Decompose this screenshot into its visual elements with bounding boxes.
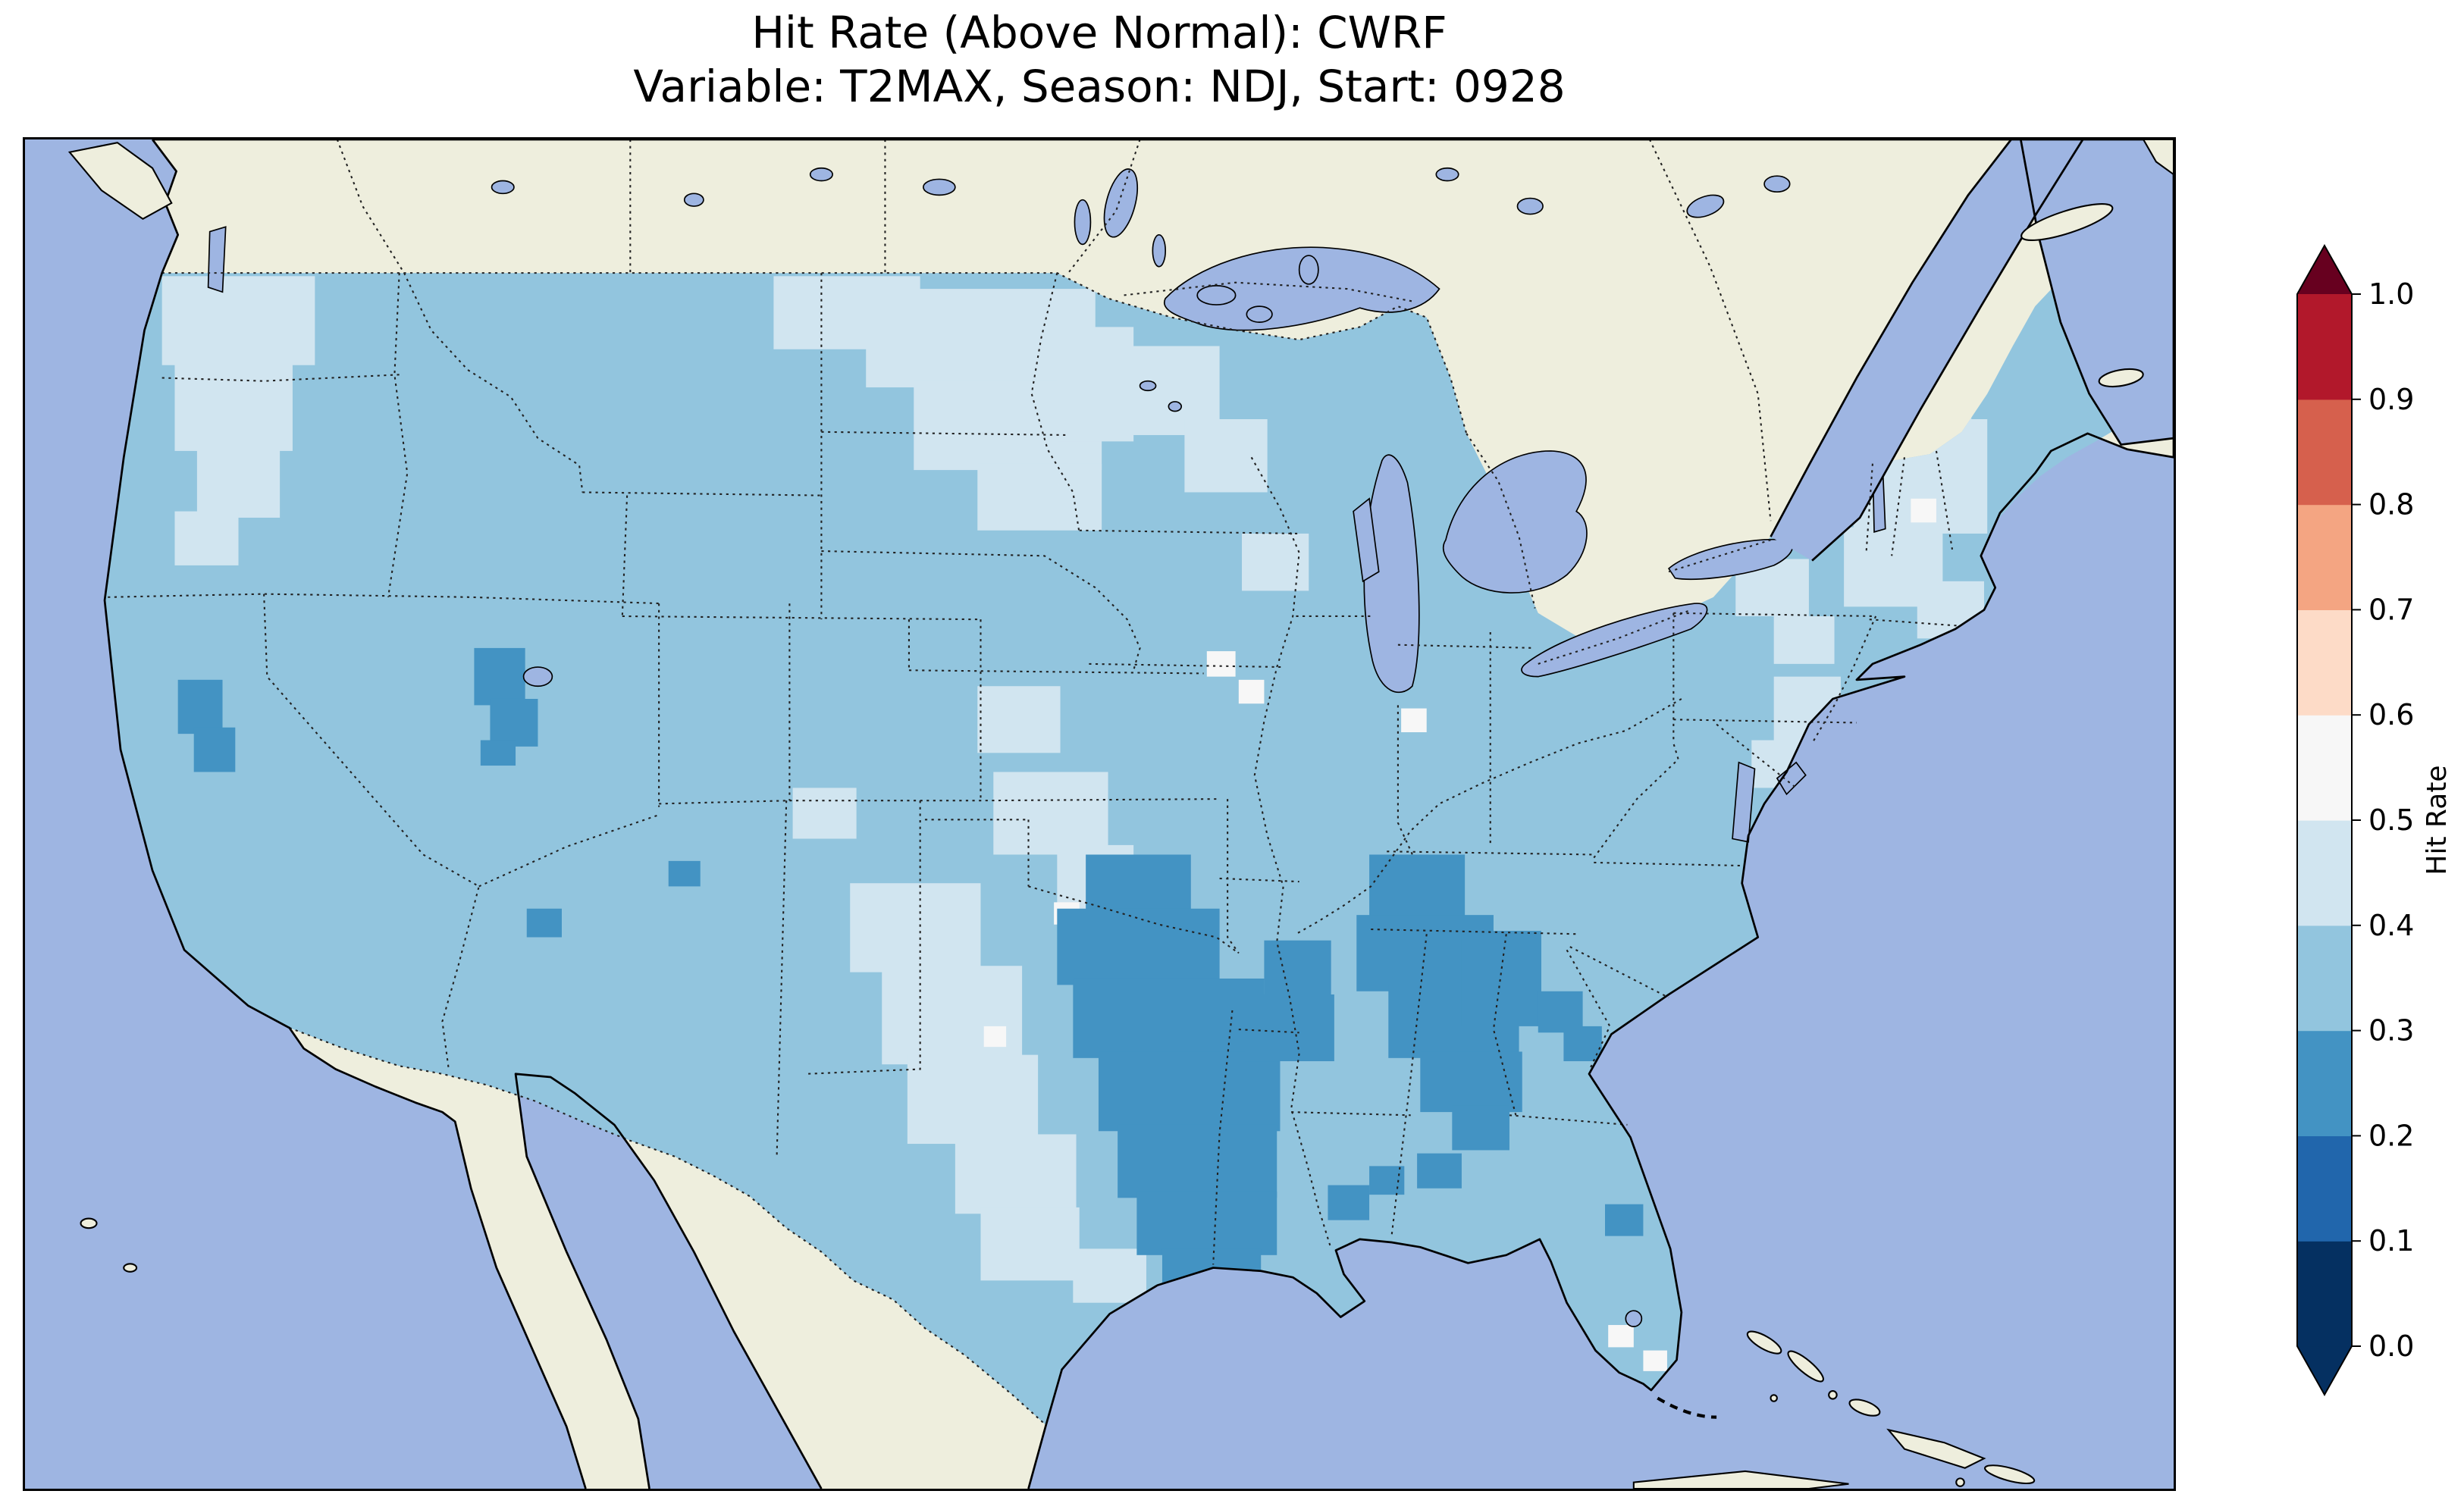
canada-province-borders bbox=[336, 139, 1772, 521]
us-map bbox=[25, 139, 2174, 1489]
lake-ontario bbox=[1667, 538, 1793, 581]
bahamas-island-4 bbox=[1984, 1464, 2036, 1485]
delaware-bay bbox=[1776, 761, 1807, 796]
us-canada-border bbox=[161, 272, 1771, 665]
baja-island-2 bbox=[123, 1263, 138, 1273]
bahamas-island-3 bbox=[1848, 1398, 1881, 1417]
colorbar-segment bbox=[2297, 399, 2352, 506]
great-salt-lake bbox=[522, 666, 553, 687]
colorbar-segment bbox=[2297, 1030, 2352, 1136]
colorbar: 0.0 0.1 0.2 0.3 0.4 0.5 0.6 0.7 0.8 0.9 1.0 Hit Rat… bbox=[2296, 244, 2453, 1396]
colorbar-tick-label: 1.0 bbox=[2368, 277, 2414, 311]
st-lawrence-coast bbox=[1770, 139, 2174, 562]
lake-huron bbox=[1442, 450, 1588, 594]
colorbar-axis-label: Hit Rate bbox=[2422, 765, 2453, 875]
islands bbox=[67, 139, 2174, 1489]
bahamas-island-2 bbox=[1787, 1350, 1824, 1383]
florida-keys bbox=[1657, 1396, 1717, 1419]
green-bay bbox=[1353, 497, 1380, 583]
figure-title: Hit Rate (Above Normal): CWRF Variable: … bbox=[23, 6, 2176, 114]
st-lawrence-river bbox=[1770, 139, 2083, 561]
puget-sound bbox=[207, 226, 227, 293]
newfoundland-corner bbox=[2142, 139, 2174, 176]
colorbar-tick-label: 0.9 bbox=[2368, 383, 2414, 416]
hit-rate-cells-02-03 bbox=[177, 647, 1644, 1287]
colorbar-tick-label: 0.1 bbox=[2368, 1224, 2414, 1258]
colorbar-tick-label: 0.3 bbox=[2368, 1014, 2414, 1048]
lake-superior bbox=[1163, 246, 1440, 331]
colorbar-tick-label: 0.4 bbox=[2368, 909, 2414, 942]
colorbar-segment bbox=[2297, 820, 2352, 926]
map-panel bbox=[23, 137, 2176, 1491]
colorbar-segment bbox=[2297, 294, 2352, 400]
state-borders bbox=[108, 139, 1959, 1426]
colorbar-segment bbox=[2297, 1241, 2352, 1347]
colorbar-tick-label: 0.0 bbox=[2368, 1330, 2414, 1363]
colorbar-tick-label: 0.5 bbox=[2368, 803, 2414, 837]
baja-island-1 bbox=[80, 1217, 98, 1229]
ohio-river-border bbox=[1295, 698, 1682, 935]
canada-lakes bbox=[491, 167, 1791, 412]
anticosti-island bbox=[2020, 203, 2114, 241]
bahamas-island-1 bbox=[1746, 1330, 1782, 1355]
title-line-1: Hit Rate (Above Normal): CWRF bbox=[751, 7, 1447, 58]
colorbar-segment bbox=[2297, 1135, 2352, 1242]
title-line-2: Variable: T2MAX, Season: NDJ, Start: 092… bbox=[633, 60, 1566, 112]
colorbar-segment bbox=[2297, 925, 2352, 1032]
prince-edward-island bbox=[2098, 368, 2144, 388]
coastline bbox=[103, 139, 2174, 1489]
chesapeake-bay bbox=[1732, 761, 1756, 843]
us-mexico-border bbox=[289, 1027, 1047, 1426]
colorbar-segment bbox=[2297, 504, 2352, 610]
colorbar-over-arrow bbox=[2297, 246, 2352, 294]
colorbar-segment bbox=[2297, 609, 2352, 716]
vancouver-island bbox=[67, 142, 173, 221]
bahamas-island-chain bbox=[1886, 1428, 1986, 1469]
mississippi-river-border bbox=[1250, 456, 1332, 1249]
colorbar-tick-label: 0.8 bbox=[2368, 488, 2414, 521]
colorbar-tick-label: 0.7 bbox=[2368, 593, 2414, 626]
lake-okeechobee bbox=[1625, 1310, 1643, 1327]
cuba-north-coast bbox=[1632, 1470, 1849, 1489]
colorbar-tick-label: 0.2 bbox=[2368, 1119, 2414, 1152]
colorbar-segment bbox=[2297, 715, 2352, 821]
colorbar-under-arrow bbox=[2297, 1346, 2352, 1395]
colorbar-tick-label: 0.6 bbox=[2368, 698, 2414, 731]
